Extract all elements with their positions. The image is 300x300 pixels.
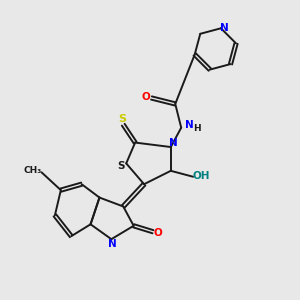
Text: N: N bbox=[169, 138, 177, 148]
Text: OH: OH bbox=[193, 171, 210, 181]
Text: N: N bbox=[185, 120, 194, 130]
Text: O: O bbox=[142, 92, 151, 101]
Text: N: N bbox=[220, 23, 228, 33]
Text: H: H bbox=[193, 124, 200, 134]
Text: O: O bbox=[154, 228, 163, 238]
Text: S: S bbox=[118, 114, 126, 124]
Text: N: N bbox=[109, 239, 117, 249]
Text: CH₃: CH₃ bbox=[23, 166, 42, 175]
Text: S: S bbox=[117, 161, 124, 171]
